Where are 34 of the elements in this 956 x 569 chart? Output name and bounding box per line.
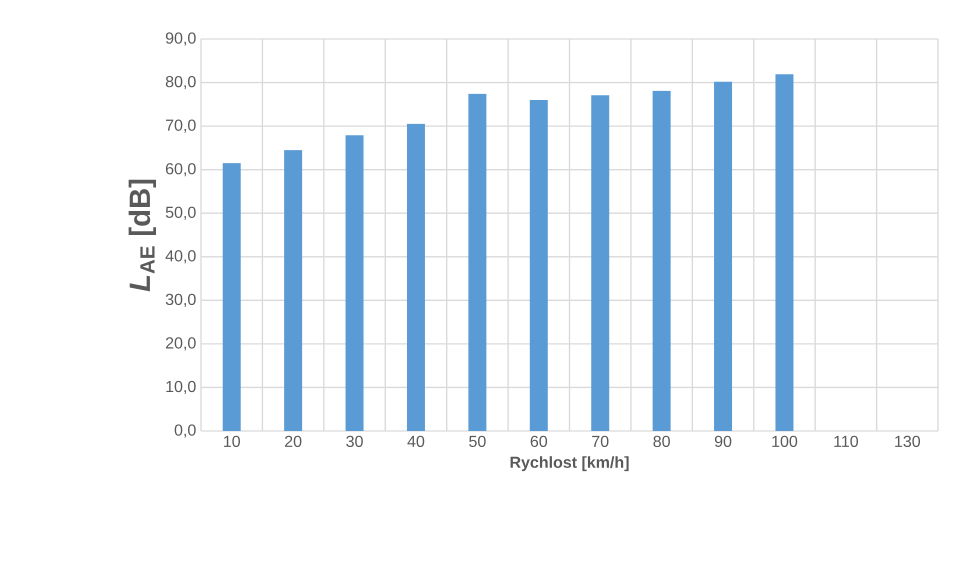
x-tick-label: 60 bbox=[530, 436, 548, 448]
x-tick-label: 40 bbox=[407, 436, 424, 448]
x-tick-label: 80 bbox=[653, 436, 670, 448]
y-tick-label: 10,0 bbox=[166, 380, 196, 394]
y-tick-label: 70,0 bbox=[166, 120, 196, 133]
x-tick-label: 90 bbox=[714, 436, 732, 448]
bar bbox=[652, 90, 671, 431]
x-tick-label: 30 bbox=[346, 436, 363, 448]
bar bbox=[775, 74, 794, 431]
x-tick-label: 20 bbox=[285, 436, 302, 448]
x-tick-label: 10 bbox=[224, 436, 240, 448]
y-tick-label: 20,0 bbox=[166, 337, 196, 350]
bar bbox=[530, 100, 548, 431]
x-tick-label: 130 bbox=[895, 436, 920, 448]
y-tick-label: 0,0 bbox=[174, 424, 196, 438]
y-tick-label: 50,0 bbox=[166, 206, 196, 220]
x-tick-label: 70 bbox=[592, 436, 608, 448]
bar bbox=[714, 82, 732, 431]
x-axis-title: Rychlost [km/h] bbox=[510, 456, 629, 472]
bar bbox=[406, 124, 425, 431]
y-tick-label: 90,0 bbox=[166, 32, 196, 46]
y-tick-label: 30,0 bbox=[166, 294, 196, 307]
bar bbox=[468, 94, 486, 431]
y-axis-title: L$_{AE}$ [dB] bbox=[128, 180, 156, 292]
x-tick-label: 110 bbox=[834, 436, 858, 448]
bar bbox=[284, 150, 302, 431]
x-tick-label: 100 bbox=[772, 436, 798, 448]
y-tick-label: 40,0 bbox=[166, 250, 196, 264]
bar bbox=[222, 163, 241, 431]
y-tick-label: 60,0 bbox=[166, 163, 196, 176]
bar bbox=[346, 135, 364, 431]
bar bbox=[591, 95, 610, 431]
y-tick-label: 80,0 bbox=[166, 76, 196, 90]
x-tick-label: 50 bbox=[469, 436, 486, 448]
